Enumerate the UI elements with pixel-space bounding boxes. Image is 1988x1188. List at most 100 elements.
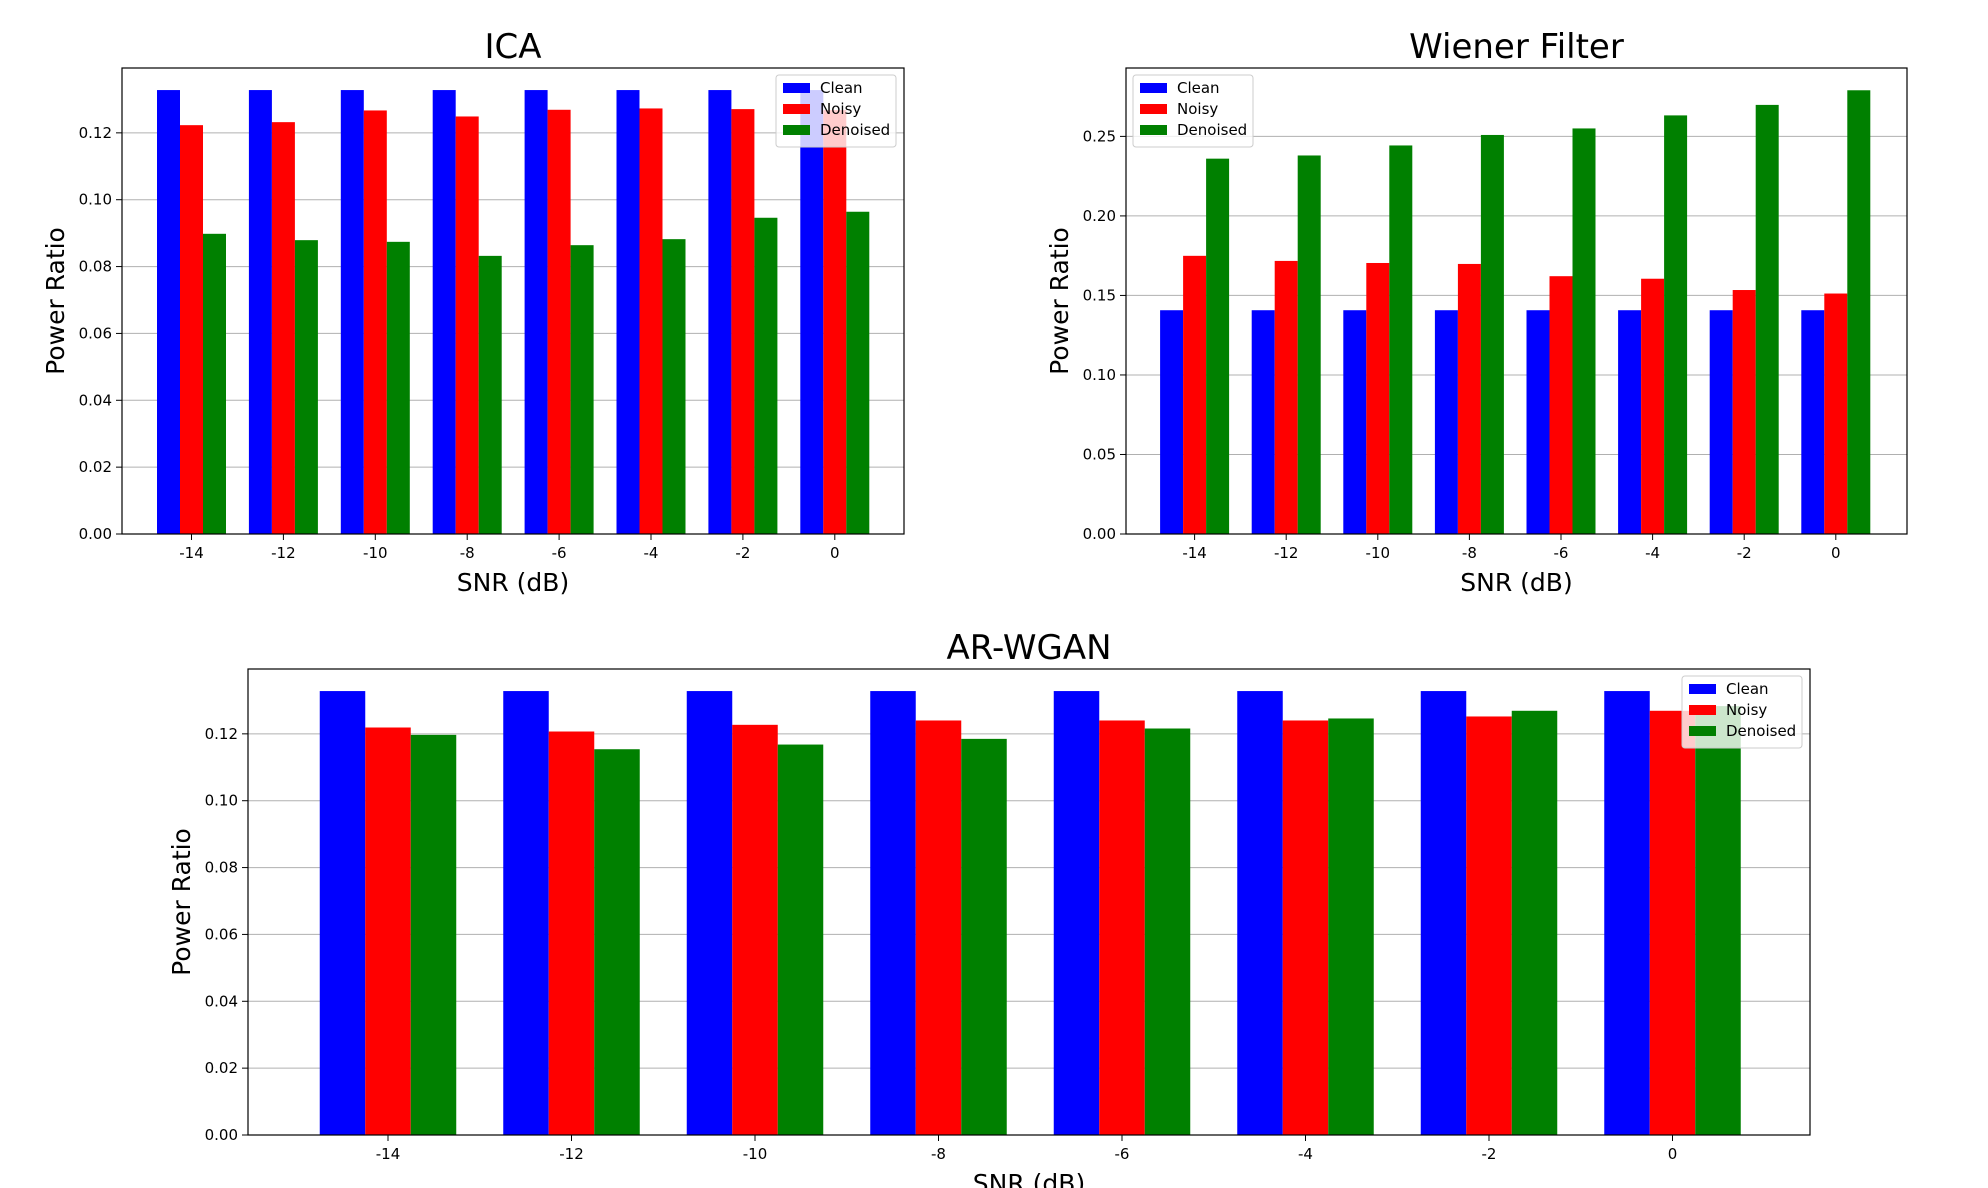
x-tick-label: -14 [1182,544,1207,562]
y-tick-label: 0.08 [205,859,238,877]
y-tick-label: 0.02 [205,1059,238,1077]
y-tick-label: 0.25 [1083,127,1116,145]
y-tick-label: 0.00 [79,525,112,543]
bar-noisy--8 [1457,263,1481,534]
bar-denoised--12 [1297,155,1321,534]
bar-noisy-0 [1649,710,1696,1135]
bar-clean--2 [1420,691,1467,1135]
bar-noisy--6 [1099,720,1145,1135]
bar-clean--8 [432,90,456,535]
legend-label-clean: Clean [1726,680,1769,698]
chart-title: Wiener Filter [1409,27,1624,67]
bar-clean--12 [1251,310,1275,534]
x-tick-label: -8 [1462,544,1477,562]
x-tick-label: 0 [1668,1145,1678,1163]
y-tick-label: 0.06 [79,324,112,342]
plot-frame [121,67,905,535]
y-tick-label: 0.05 [1083,445,1116,463]
bar-clean--6 [1053,691,1100,1135]
bar-denoised--14 [1206,158,1230,535]
legend-swatch-denoised [1140,125,1167,135]
x-tick-label: -12 [271,544,296,562]
legend-swatch-clean [783,83,810,93]
bar-clean--10 [340,90,364,535]
bar-noisy-0 [1824,293,1848,534]
bar-noisy--12 [548,731,595,1135]
y-tick-label: 0.10 [205,792,238,810]
bar-clean--2 [1709,310,1733,534]
x-tick-label: -4 [1298,1145,1313,1163]
bar-clean-0 [1801,310,1825,534]
bar-noisy--8 [455,116,479,535]
x-tick-label: -4 [644,544,659,562]
bar-noisy--4 [1641,278,1665,534]
legend-swatch-clean [1140,83,1167,93]
bar-noisy--14 [365,727,411,1135]
y-tick-label: 0.00 [205,1126,238,1144]
y-tick-label: 0.10 [1083,366,1116,384]
x-axis-label: SNR (dB) [1460,568,1572,597]
bar-noisy--12 [271,122,295,534]
bar-denoised--4 [662,239,686,535]
bar-denoised--2 [1511,710,1558,1135]
legend-label-denoised: Denoised [1726,722,1796,740]
x-tick-label: 0 [830,544,840,562]
x-tick-label: -12 [1274,544,1299,562]
y-tick-label: 0.12 [79,124,112,142]
legend-label-denoised: Denoised [1177,121,1247,139]
bar-noisy--8 [915,720,962,1135]
bar-clean--14 [319,691,366,1135]
x-tick-label: -8 [460,544,475,562]
bar-denoised--8 [478,255,502,534]
plot-frame [1125,67,1908,535]
x-tick-label: -6 [1115,1145,1130,1163]
bar-noisy--10 [732,724,778,1135]
x-tick-label: 0 [1831,544,1841,562]
bar-noisy--4 [639,108,663,534]
legend-label-denoised: Denoised [820,121,890,139]
ar-wgan-chart: 0.00 0.02 0.04 0.06 0.08 0.10 0.12 -14 -12 -10 -8 -… [167,628,1811,1188]
bar-denoised--14 [203,233,226,535]
x-axis-label: SNR (dB) [457,568,569,597]
bar-clean--10 [1343,310,1367,534]
bar-denoised--12 [594,749,640,1135]
bar-denoised--8 [1480,134,1504,534]
bar-clean-0 [800,90,824,535]
x-tick-label: -2 [1482,1145,1497,1163]
bar-clean--4 [616,90,640,535]
bar-denoised--6 [570,245,594,535]
x-tick-label: -14 [179,544,204,562]
plot-frame [247,668,1811,1136]
x-tick-label: -10 [743,1145,768,1163]
bar-clean--14 [157,90,180,535]
x-tick-label: -14 [376,1145,401,1163]
bar-denoised--12 [294,240,318,535]
wiener-filter-chart: 0.00 0.05 0.10 0.15 0.20 0.25 -14 -12 -10 -8 -6 -4 -… [1045,27,1908,597]
legend-swatch-noisy [1689,705,1716,715]
bar-noisy--6 [547,109,571,534]
chart-title: AR-WGAN [946,628,1111,668]
bar-denoised--14 [410,734,457,1135]
bar-clean--4 [1237,691,1283,1135]
bar-denoised--4 [1664,115,1688,534]
bar-denoised--6 [1572,128,1596,534]
y-tick-label: 0.00 [1083,525,1116,543]
legend-label-noisy: Noisy [1726,701,1767,719]
bar-clean--10 [686,691,733,1135]
legend-swatch-noisy [1140,104,1167,114]
x-tick-label: -10 [1366,544,1391,562]
bar-clean--2 [708,90,732,535]
y-axis-label: Power Ratio [1045,227,1074,375]
legend-label-noisy: Noisy [1177,100,1218,118]
ica-chart: 0.00 0.02 0.04 0.06 0.08 0.10 0.12 -14 -12 -10 -8 -… [41,27,905,597]
x-tick-label: -6 [552,544,567,562]
bar-clean--6 [524,90,548,535]
legend-swatch-noisy [783,104,810,114]
bar-denoised--4 [1328,718,1374,1135]
bar-denoised-0 [846,211,870,534]
bar-noisy--2 [1466,716,1512,1135]
y-axis-label: Power Ratio [41,227,70,375]
bar-denoised--10 [386,241,410,535]
bar-noisy--10 [1366,262,1390,534]
